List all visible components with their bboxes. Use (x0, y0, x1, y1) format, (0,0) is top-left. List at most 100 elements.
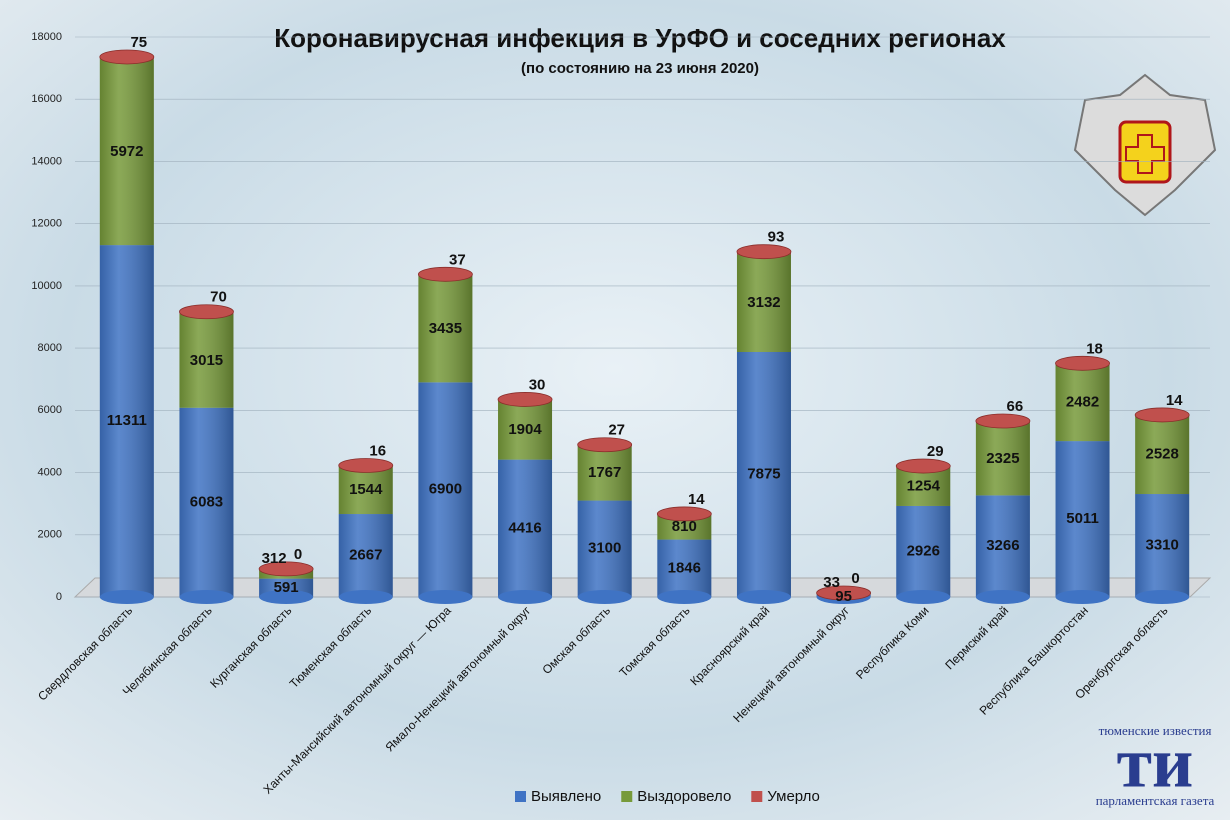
bar-top (975, 413, 1031, 429)
bar-shade (896, 505, 951, 597)
data-label: 70 (210, 289, 227, 306)
bar-base (736, 590, 791, 604)
data-label: 591 (274, 579, 299, 596)
data-label: 16 (369, 442, 386, 459)
data-label: 30 (529, 376, 546, 393)
legend: Выявлено Выздоровело Умерло (515, 788, 820, 805)
data-label: 0 (851, 570, 859, 587)
data-label: 810 (672, 518, 697, 535)
bar-shade (179, 313, 234, 408)
bar-shade (99, 59, 154, 246)
bar-base (1055, 590, 1110, 604)
bar-shade (896, 466, 951, 506)
bar-base (99, 590, 154, 604)
data-label: 1254 (907, 477, 941, 494)
chart-title: Коронавирусная инфекция в УрФО и соседни… (274, 23, 1006, 53)
data-label: 1904 (508, 421, 542, 438)
data-label: 1767 (588, 464, 621, 481)
data-label: 4416 (508, 519, 541, 536)
bar-shade (498, 459, 553, 597)
bar-top (816, 585, 872, 601)
data-label: 2325 (986, 450, 1019, 467)
data-label: 95 (835, 588, 852, 605)
data-label: 37 (449, 251, 466, 268)
data-label: 11311 (107, 412, 147, 429)
data-label: 312 (262, 550, 287, 567)
bar-top (656, 506, 712, 522)
data-label: 75 (130, 34, 147, 51)
bar-shade (577, 445, 632, 501)
data-label: 3132 (747, 294, 780, 311)
y-tick-label: 16000 (31, 93, 62, 105)
bar-shade (418, 275, 473, 383)
data-label: 2667 (349, 546, 382, 563)
bar-shade (418, 382, 473, 597)
bar-base (259, 590, 314, 604)
bar-base (1135, 590, 1190, 604)
bar-top (179, 304, 234, 320)
bar-top (497, 392, 553, 407)
bar-shade (1055, 441, 1110, 597)
bar-shade (975, 495, 1030, 597)
data-label: 29 (927, 443, 944, 460)
bar-shade (338, 514, 393, 597)
y-tick-label: 2000 (38, 529, 62, 541)
emblem (1073, 73, 1217, 217)
legend-swatch (751, 791, 763, 802)
bar-top (895, 458, 951, 474)
logo-bottom: парламентская газета (1096, 793, 1215, 808)
bar-shade (338, 465, 393, 515)
bar-base (498, 590, 553, 604)
legend-swatch (621, 791, 633, 802)
data-label: 1846 (668, 559, 701, 576)
bar-base (418, 590, 473, 604)
bar-shade (975, 423, 1030, 496)
data-label: 1544 (349, 481, 383, 498)
data-label: 66 (1007, 398, 1024, 415)
floor (73, 577, 1212, 598)
data-label: 3015 (190, 352, 223, 369)
y-tick-label: 0 (56, 591, 62, 603)
bar-base (577, 590, 632, 604)
bar-base (338, 590, 393, 604)
legend-label: Умерло (767, 788, 820, 805)
data-label: 0 (294, 546, 302, 563)
bar-shade (1135, 415, 1190, 495)
data-label: 3100 (588, 540, 621, 557)
y-tick-label: 4000 (38, 466, 62, 478)
bar-shade (1135, 494, 1190, 597)
bar-shade (736, 352, 791, 597)
legend-swatch (515, 791, 526, 802)
bar-shade (498, 400, 553, 460)
data-label: 5011 (1066, 510, 1099, 527)
bar-shade (99, 245, 154, 597)
data-label: 2482 (1066, 393, 1099, 410)
data-label: 6900 (429, 481, 462, 498)
y-tick-label: 18000 (31, 31, 62, 43)
data-label: 93 (768, 229, 785, 246)
data-label: 3310 (1145, 536, 1178, 553)
legend-label: Выявлено (531, 788, 601, 805)
bar-shade (577, 500, 632, 597)
bar-top (577, 437, 633, 453)
bar-top (99, 49, 155, 65)
chart-subtitle: (по состоянию на 23 июня 2020) (521, 60, 759, 77)
data-label: 14 (1166, 392, 1183, 409)
y-tick-label: 10000 (31, 280, 62, 292)
bar-shade (657, 539, 712, 597)
logo: тюменские известия ти парламентская газе… (1096, 723, 1215, 808)
bar-top (736, 244, 792, 260)
y-tick-label: 8000 (38, 342, 62, 354)
bar-shade (179, 407, 234, 597)
data-label: 3266 (986, 537, 1019, 554)
bar-top (1134, 407, 1190, 423)
bar-top (258, 561, 314, 577)
bar-top (417, 266, 473, 282)
legend-label: Выздоровело (637, 788, 731, 805)
bar-base (179, 590, 234, 604)
bar-base (975, 590, 1030, 604)
logo-mark: ти (1117, 723, 1194, 803)
data-label: 2926 (907, 542, 940, 559)
y-tick-label: 14000 (31, 155, 62, 167)
